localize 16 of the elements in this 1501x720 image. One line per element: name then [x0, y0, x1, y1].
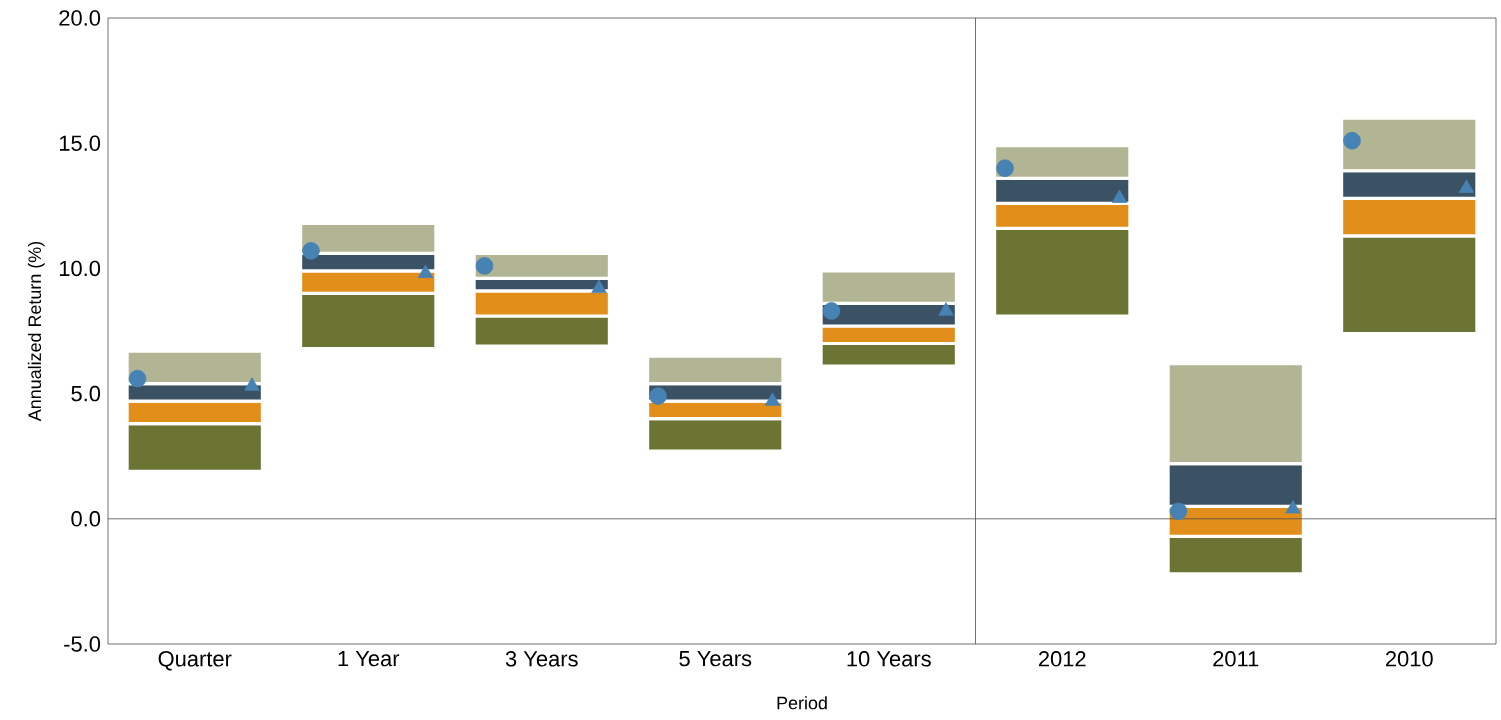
x-tick-label: 3 Years — [505, 651, 578, 667]
x-tick-label: 2012 — [1038, 651, 1086, 667]
y-axis-title: Annualized Return (%) — [27, 241, 45, 422]
x-tick-label: 2011 — [1213, 651, 1259, 667]
y-tick-label: 5.0 — [71, 385, 101, 402]
y-tick-label: 10.0 — [59, 260, 101, 277]
y-tick-label: 20.0 — [59, 10, 101, 26]
x-tick-label: 10 Years — [847, 651, 931, 667]
x-axis-title: Period — [777, 696, 827, 710]
x-tick-label: 5 Years — [679, 651, 752, 667]
x-tick-label: Quarter — [158, 651, 232, 671]
y-tick-label: 15.0 — [59, 135, 101, 151]
x-tick-label: 1 Year — [338, 651, 400, 667]
x-tick-label: 2010 — [1385, 651, 1433, 667]
y-tick-label: 0.0 — [71, 511, 101, 527]
y-tick-label: -5.0 — [64, 636, 101, 652]
